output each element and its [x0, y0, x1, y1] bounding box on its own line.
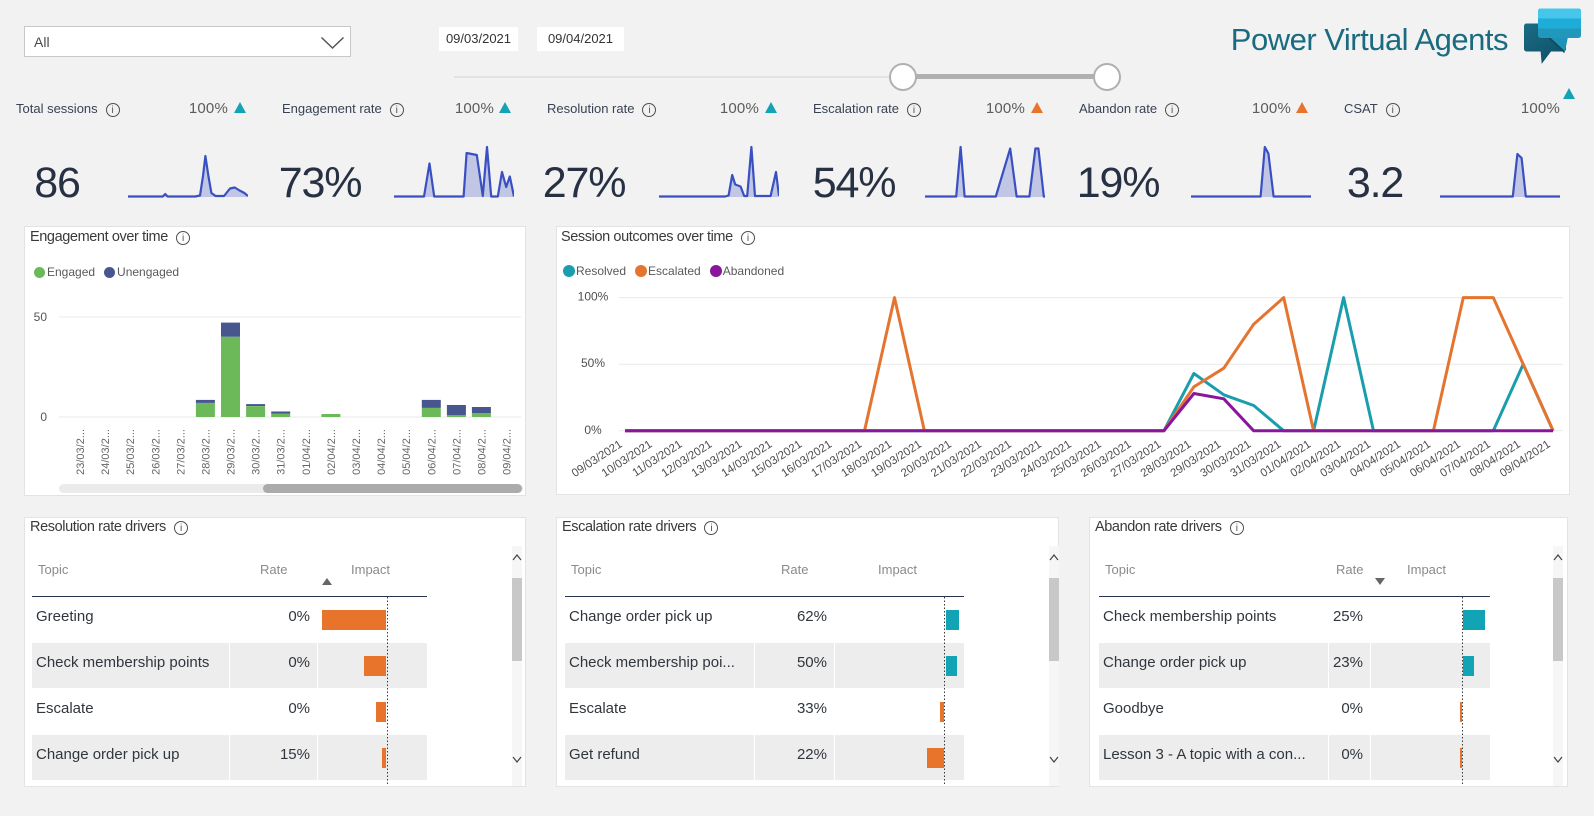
svg-text:06/04/2...: 06/04/2... [426, 429, 438, 475]
svg-text:31/03/2...: 31/03/2... [276, 429, 288, 475]
svg-text:08/04/2...: 08/04/2... [476, 429, 488, 475]
svg-text:26/03/2...: 26/03/2... [150, 429, 162, 475]
svg-text:0: 0 [40, 410, 47, 424]
svg-text:01/04/2...: 01/04/2... [301, 429, 313, 475]
svg-text:05/04/2...: 05/04/2... [401, 429, 413, 475]
svg-text:03/04/2...: 03/04/2... [351, 429, 363, 475]
svg-text:0%: 0% [584, 423, 602, 437]
svg-text:28/03/2...: 28/03/2... [200, 429, 212, 475]
svg-text:07/04/2...: 07/04/2... [451, 429, 463, 475]
svg-text:04/04/2...: 04/04/2... [376, 429, 388, 475]
svg-text:09/04/2...: 09/04/2... [502, 429, 514, 475]
svg-text:100%: 100% [578, 290, 609, 304]
svg-text:29/03/2...: 29/03/2... [226, 429, 238, 475]
svg-text:50%: 50% [581, 356, 605, 370]
svg-text:24/03/2...: 24/03/2... [100, 429, 112, 475]
svg-text:50: 50 [34, 310, 48, 324]
svg-text:23/03/2...: 23/03/2... [75, 429, 87, 475]
svg-text:27/03/2...: 27/03/2... [175, 429, 187, 475]
svg-text:25/03/2...: 25/03/2... [125, 429, 137, 475]
svg-text:30/03/2...: 30/03/2... [251, 429, 263, 475]
svg-text:02/04/2...: 02/04/2... [326, 429, 338, 475]
